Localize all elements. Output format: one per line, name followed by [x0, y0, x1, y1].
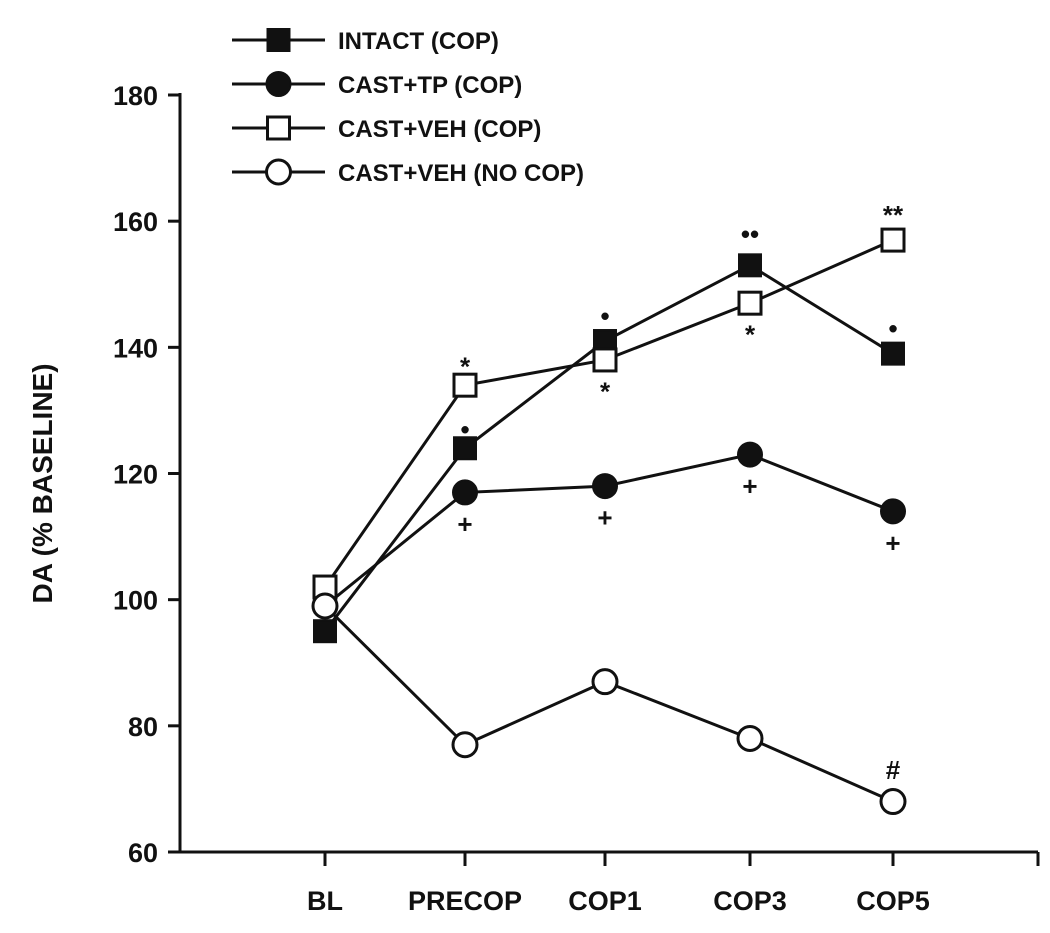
legend-marker-cast-veh-no-cop: [265, 158, 292, 186]
point-cast-veh-cop-cop1: [592, 347, 618, 373]
y-tick-label-100: 100: [113, 586, 158, 616]
y-axis-title: DA (% BASELINE): [27, 363, 58, 603]
legend-label-cast-veh-no-cop: CAST+VEH (NO COP): [338, 160, 584, 187]
point-cast-veh-cop-cop3: [737, 290, 763, 316]
point-intact-cop-precop: [453, 436, 477, 461]
annotation-cop5-9: **: [883, 200, 904, 230]
legend-label-intact-cop: INTACT (COP): [338, 28, 499, 55]
point-cast-tp-cop-cop5: [880, 498, 906, 525]
annotation-cop3-7: *: [745, 320, 756, 350]
y-tick-label-120: 120: [113, 460, 158, 490]
y-tick-label-160: 160: [113, 207, 158, 237]
y-tick-label-60: 60: [128, 838, 158, 868]
y-tick-label-140: 140: [113, 333, 158, 363]
legend-marker-cast-tp-cop: [265, 71, 292, 97]
legend-marker-intact-cop: [266, 28, 291, 52]
point-intact-cop-cop5: [881, 341, 905, 366]
point-cast-veh-no-cop-cop3: [736, 724, 764, 752]
point-intact-cop-cop3: [738, 253, 762, 278]
annotation-precop-0: •: [460, 414, 469, 444]
y-tick-label-80: 80: [128, 712, 158, 742]
legend-marker-cast-veh-cop: [266, 115, 291, 141]
x-tick-label-cop1: COP1: [568, 886, 642, 916]
series-line-cast-veh-no-cop: [323, 604, 894, 803]
point-cast-veh-cop-precop: [452, 372, 478, 398]
annotation-precop-1: *: [460, 351, 471, 381]
point-cast-tp-cop-cop1: [592, 473, 618, 500]
annotation-cop5-10: •: [888, 313, 897, 343]
x-tick-label-cop3: COP3: [713, 886, 787, 916]
point-cast-veh-no-cop-cop1: [591, 668, 619, 696]
annotation-cop3-6: ••: [741, 219, 759, 249]
annotation-precop-2: +: [457, 509, 472, 539]
point-cast-veh-no-cop-bl: [311, 592, 339, 620]
point-cast-tp-cop-precop: [452, 479, 478, 506]
x-tick-label-precop: PRECOP: [408, 886, 522, 916]
point-cast-veh-no-cop-cop5: [879, 788, 907, 816]
annotation-cop5-11: +: [885, 528, 900, 558]
annotation-cop5-12: #: [886, 755, 901, 785]
point-cast-veh-cop-cop5: [880, 227, 906, 253]
legend-label-cast-veh-cop: CAST+VEH (COP): [338, 116, 541, 143]
legend-label-cast-tp-cop: CAST+TP (COP): [338, 72, 522, 99]
annotation-cop1-4: *: [600, 376, 611, 406]
x-tick-label-cop5: COP5: [856, 886, 930, 916]
point-cast-veh-no-cop-precop: [451, 731, 479, 759]
annotation-cop3-8: +: [742, 471, 757, 501]
point-intact-cop-bl: [313, 619, 337, 644]
annotation-cop1-3: •: [600, 301, 609, 331]
point-cast-tp-cop-cop3: [737, 441, 763, 468]
y-tick-label-180: 180: [113, 81, 158, 111]
annotation-cop1-5: +: [597, 503, 612, 533]
x-tick-label-bl: BL: [307, 886, 343, 916]
